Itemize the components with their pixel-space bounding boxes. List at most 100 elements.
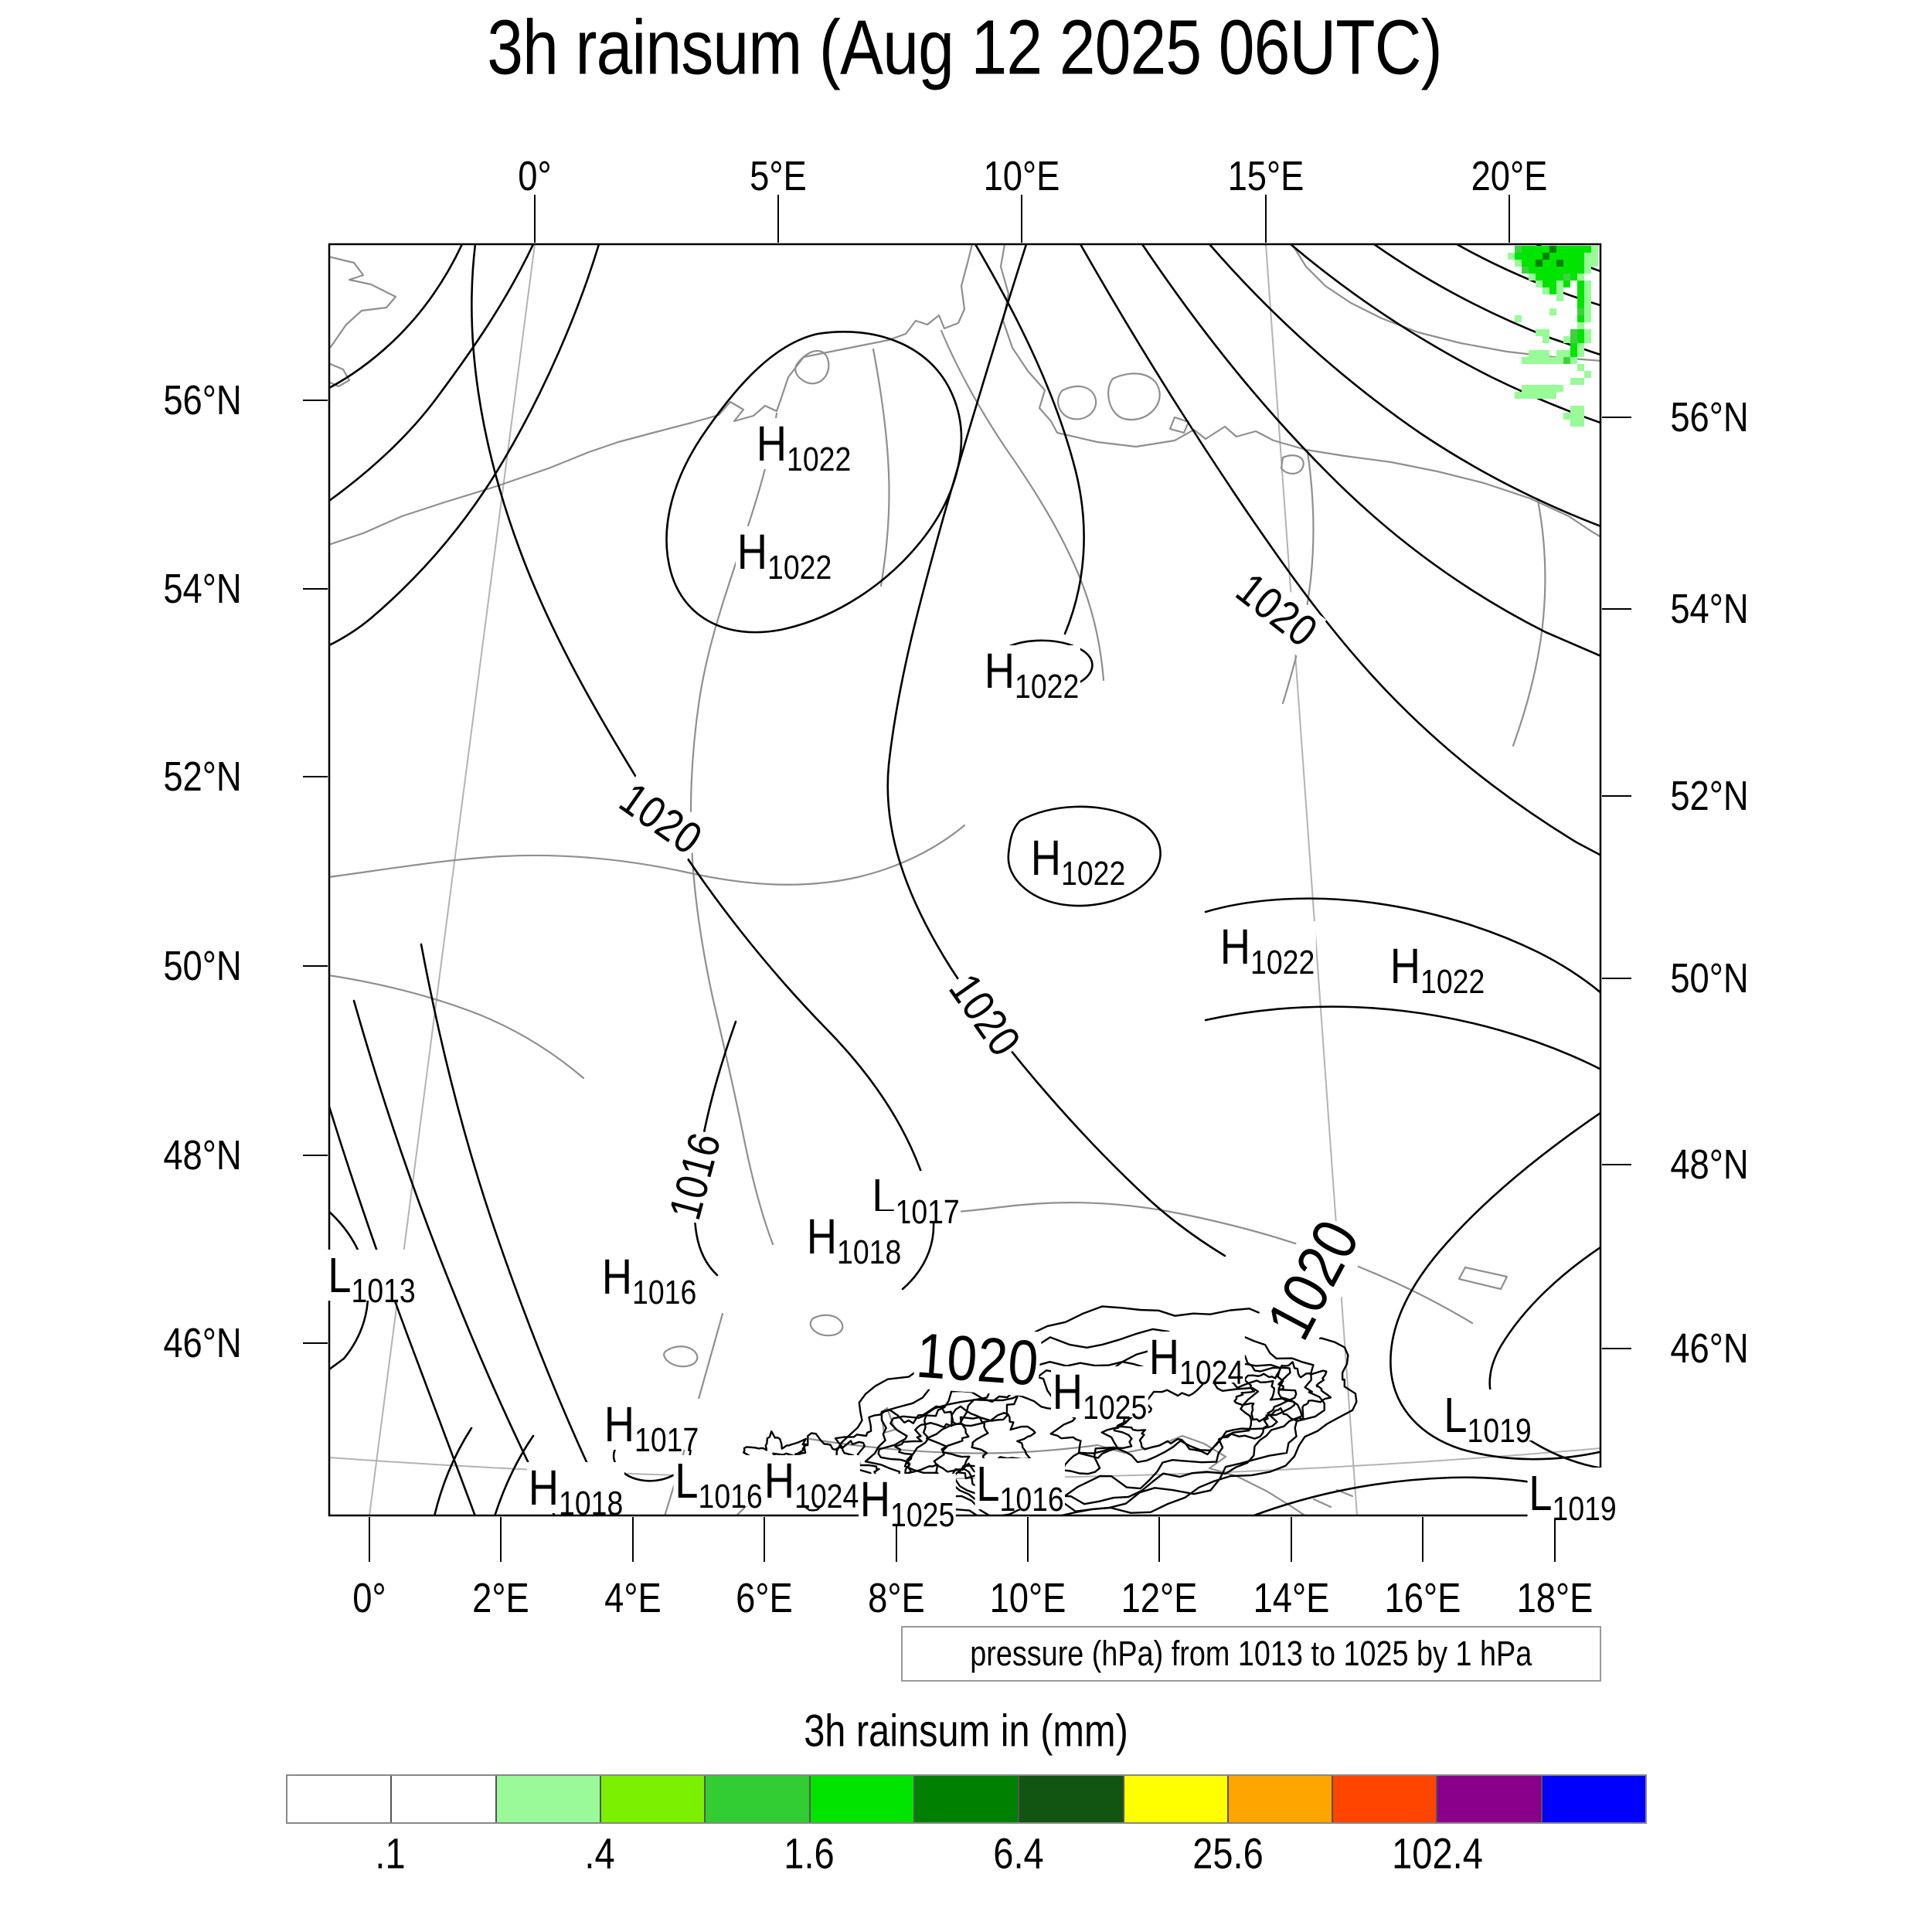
rain-cell [1543, 246, 1549, 253]
high-center-label: H1018 [805, 1209, 903, 1272]
rain-cell [1584, 336, 1591, 343]
rain-cell [1522, 260, 1529, 267]
rain-cell [1570, 343, 1577, 350]
high-center-label: H1022 [755, 416, 852, 479]
rain-cell [1584, 301, 1591, 308]
high-center-label: H1022 [1219, 919, 1316, 982]
rain-cell [1549, 253, 1556, 260]
left-tick [303, 965, 328, 967]
bottom-axis-label: 18°E [1516, 1575, 1594, 1621]
rain-cell [1536, 350, 1543, 357]
alpine-isobar-ring [1120, 1372, 1296, 1456]
high-center-label: H1017 [603, 1396, 700, 1460]
top-tick [534, 195, 536, 243]
left-tick [303, 1155, 328, 1156]
bottom-axis-label: 8°E [868, 1575, 925, 1621]
colorbar-cell [1124, 1776, 1229, 1822]
bottom-axis-label: 2°E [472, 1575, 529, 1621]
rain-cell [1570, 253, 1577, 260]
rain-cell [1529, 246, 1536, 253]
colorbar-cell [810, 1776, 915, 1822]
rain-cell [1515, 260, 1522, 267]
pressure-legend-text: pressure (hPa) from 1013 to 1025 by 1 hP… [970, 1634, 1532, 1673]
left-axis-label: 48°N [163, 1132, 242, 1179]
rain-cell [1543, 329, 1549, 336]
bottom-tick [500, 1517, 502, 1562]
right-axis-label: 46°N [1670, 1325, 1749, 1372]
rain-cell [1563, 336, 1570, 343]
rain-cell [1529, 357, 1536, 364]
rain-cell [1577, 281, 1584, 287]
rain-cell [1556, 357, 1563, 364]
right-tick [1602, 1164, 1631, 1165]
top-tick [777, 195, 779, 243]
rain-cell [1536, 392, 1543, 399]
left-tick [303, 588, 328, 590]
rain-cell [1584, 287, 1591, 294]
rain-cell [1536, 246, 1543, 253]
rain-cell [1584, 294, 1591, 301]
rain-cell [1570, 357, 1577, 364]
rain-cell [1549, 385, 1556, 392]
colorbar-cell [600, 1776, 706, 1822]
colorbar-cell [1542, 1776, 1646, 1822]
rain-cell [1577, 246, 1584, 253]
rain-cell [1549, 357, 1556, 364]
rain-cell [1515, 246, 1522, 253]
colorbar [286, 1774, 1647, 1824]
colorbar-cell [287, 1776, 393, 1822]
rain-cell [1529, 267, 1536, 274]
rain-cell [1543, 253, 1549, 260]
high-center-label: H1024 [763, 1453, 860, 1516]
rain-cell [1549, 246, 1556, 253]
rain-cell [1543, 287, 1549, 294]
bottom-axis-label: 16°E [1384, 1575, 1461, 1621]
bottom-tick [896, 1517, 897, 1562]
rain-cell [1543, 392, 1549, 399]
top-axis-label: 20°E [1471, 153, 1548, 199]
colorbar-cell [706, 1776, 811, 1822]
right-tick [1602, 608, 1631, 610]
bottom-tick [1027, 1517, 1029, 1562]
rain-cell [1577, 315, 1584, 322]
low-center-label: L1016 [975, 1456, 1066, 1519]
rain-cell [1577, 420, 1584, 427]
rain-cell [1584, 246, 1591, 253]
rain-cell [1577, 343, 1584, 350]
rain-cell [1508, 253, 1515, 260]
rain-cell [1584, 329, 1591, 336]
rain-cell [1543, 350, 1549, 357]
bottom-tick [1158, 1517, 1160, 1562]
left-tick [303, 400, 328, 401]
left-axis-label: 54°N [163, 566, 242, 612]
rain-cell [1563, 350, 1570, 357]
rain-cell [1577, 322, 1584, 329]
rain-cell [1577, 308, 1584, 315]
rain-cell [1556, 253, 1563, 260]
high-center-label: H1016 [600, 1249, 698, 1312]
rain-cell [1556, 274, 1563, 281]
rain-cell [1577, 378, 1584, 385]
rain-cell [1536, 267, 1543, 274]
rain-cell [1577, 274, 1584, 281]
rain-cell [1563, 246, 1570, 253]
bottom-axis-label: 0° [352, 1575, 386, 1621]
bottom-tick [369, 1517, 370, 1562]
right-axis-label: 50°N [1670, 955, 1749, 1002]
rain-cell [1577, 329, 1584, 336]
low-center-label: L1016 [673, 1453, 764, 1516]
page-title: 3h rainsum (Aug 12 2025 06UTC) [487, 4, 1442, 91]
top-tick [1265, 195, 1267, 243]
rain-cell [1522, 267, 1529, 274]
left-axis-label: 46°N [163, 1320, 242, 1366]
bottom-axis-label: 6°E [736, 1575, 793, 1621]
rain-cell [1556, 260, 1563, 267]
bottom-tick [1291, 1517, 1292, 1562]
bottom-axis-label: 10°E [989, 1575, 1066, 1621]
rain-cell [1577, 336, 1584, 343]
rain-cell [1549, 392, 1556, 399]
rain-cell [1536, 385, 1543, 392]
colorbar-tick-label: .4 [584, 1828, 615, 1878]
rain-cell [1563, 357, 1570, 364]
colorbar-tick-label: 1.6 [784, 1828, 835, 1878]
